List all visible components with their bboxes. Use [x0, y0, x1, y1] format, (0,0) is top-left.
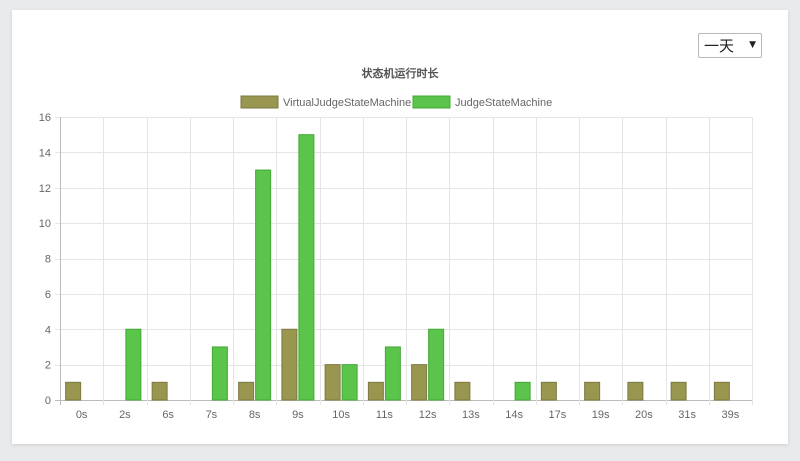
bar-virtualjudgestatemachine[interactable]	[325, 365, 340, 400]
bar-virtualjudgestatemachine[interactable]	[368, 382, 383, 400]
x-tick-label: 9s	[292, 409, 304, 421]
bar-judgestatemachine[interactable]	[515, 382, 530, 400]
y-tick-label: 6	[45, 289, 51, 301]
x-tick-label: 2s	[119, 409, 131, 421]
y-tick-label: 0	[45, 395, 51, 407]
y-tick-label: 12	[39, 183, 51, 195]
grid	[55, 117, 753, 405]
bar-virtualjudgestatemachine[interactable]	[628, 382, 643, 400]
x-tick-label: 19s	[592, 409, 610, 421]
x-tick-label: 14s	[505, 409, 523, 421]
x-tick-label: 6s	[162, 409, 174, 421]
bar-judgestatemachine[interactable]	[212, 347, 227, 400]
bar-virtualjudgestatemachine[interactable]	[152, 382, 167, 400]
x-axis-ticks: 0s 2s 6s 7s 8s 9s 10s 11s 12s 13s 14s 17s 19s 20s 31s 3…	[76, 409, 740, 421]
bar-virtualjudgestatemachine[interactable]	[282, 329, 297, 400]
x-tick-label: 7s	[206, 409, 218, 421]
bar-virtualjudgestatemachine[interactable]	[66, 382, 81, 400]
bar-virtualjudgestatemachine[interactable]	[239, 382, 254, 400]
y-tick-label: 4	[45, 324, 51, 336]
bar-judgestatemachine[interactable]	[256, 170, 271, 400]
x-tick-label: 0s	[76, 409, 88, 421]
bar-virtualjudgestatemachine[interactable]	[455, 382, 470, 400]
x-tick-label: 12s	[419, 409, 437, 421]
legend-label-judgestatemachine[interactable]: JudgeStateMachine	[455, 97, 552, 109]
x-tick-label: 10s	[332, 409, 350, 421]
y-tick-label: 16	[39, 112, 51, 124]
x-tick-label: 13s	[462, 409, 480, 421]
x-tick-label: 31s	[678, 409, 696, 421]
x-tick-label: 20s	[635, 409, 653, 421]
bar-virtualjudgestatemachine[interactable]	[671, 382, 686, 400]
legend-swatch-judgestatemachine[interactable]	[413, 96, 450, 108]
x-tick-label: 11s	[376, 409, 393, 421]
x-tick-label: 39s	[722, 409, 740, 421]
y-tick-label: 14	[39, 147, 51, 159]
chart-title: 状态机运行时长	[362, 66, 440, 80]
bar-virtualjudgestatemachine[interactable]	[412, 365, 427, 400]
legend-label-virtualjudgestatemachine[interactable]: VirtualJudgeStateMachine	[283, 97, 411, 109]
legend: VirtualJudgeStateMachine JudgeStateMachi…	[241, 96, 552, 109]
y-tick-label: 2	[45, 360, 51, 372]
bar-judgestatemachine[interactable]	[385, 347, 400, 400]
bar-judgestatemachine[interactable]	[299, 135, 314, 400]
bar-judgestatemachine[interactable]	[429, 329, 444, 400]
bar-virtualjudgestatemachine[interactable]	[541, 382, 556, 400]
bar-virtualjudgestatemachine[interactable]	[585, 382, 600, 400]
y-axis-ticks: 0 2 4 6 8 10 12 14 16	[39, 112, 51, 407]
x-tick-label: 17s	[549, 409, 567, 421]
bar-judgestatemachine[interactable]	[342, 365, 357, 400]
x-tick-label: 8s	[249, 409, 261, 421]
y-tick-label: 8	[45, 254, 51, 266]
bars	[66, 135, 730, 400]
y-tick-label: 10	[39, 218, 51, 230]
bar-virtualjudgestatemachine[interactable]	[714, 382, 729, 400]
bar-judgestatemachine[interactable]	[126, 329, 141, 400]
legend-swatch-virtualjudgestatemachine[interactable]	[241, 96, 278, 108]
